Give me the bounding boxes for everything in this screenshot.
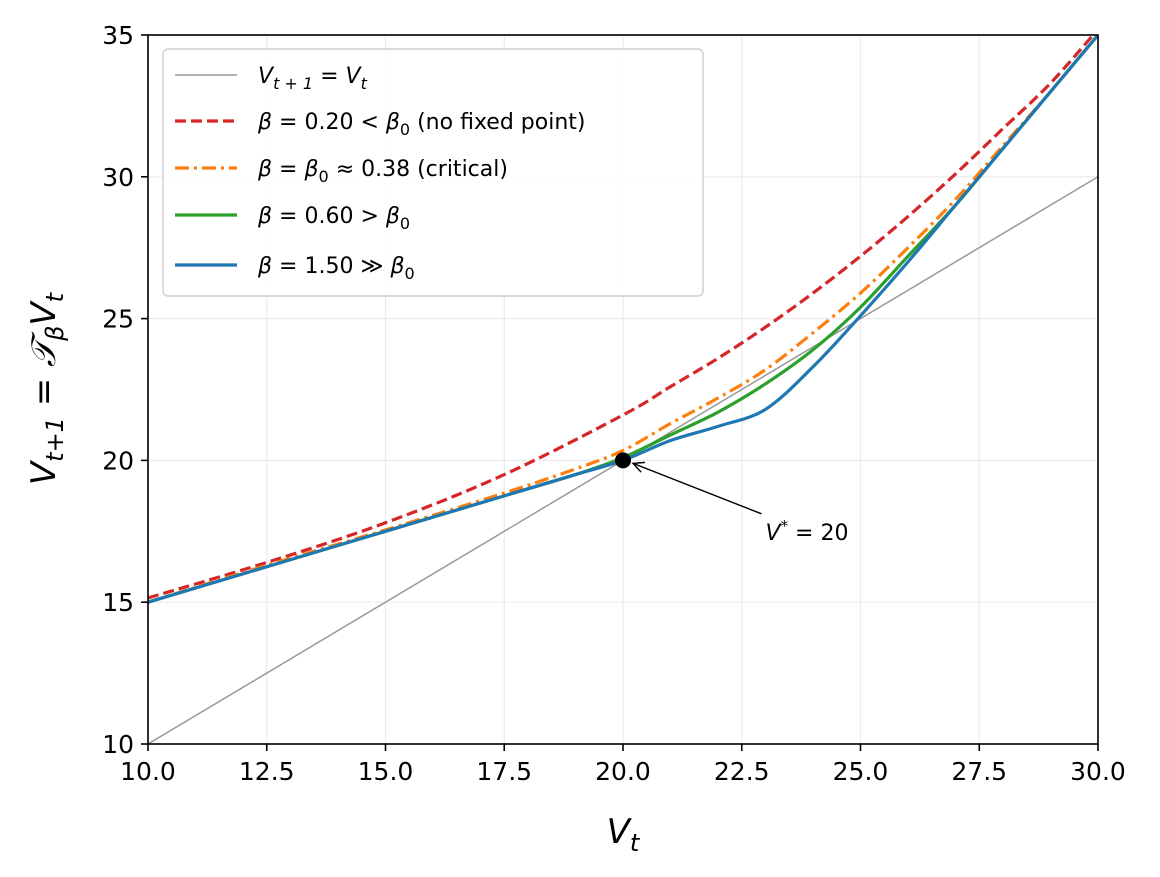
y-tick-label: 20 [102,446,134,475]
x-tick-label: 15.0 [358,757,414,786]
legend-label-beta-critical: β = β0 ≈ 0.38 (critical) [257,157,508,186]
x-tick-label: 10.0 [120,757,176,786]
fixed-point-annotation: V* = 20 [631,461,849,546]
annotation-arrow [632,462,762,515]
legend-entry-identity: Vt + 1 = Vt [175,64,368,93]
x-axis-title: Vt [607,812,641,857]
beta-020-curve [148,35,1096,600]
legend-label-beta-060: β = 0.60 > β0 [257,204,410,233]
legend-entry-beta-060: β = 0.60 > β0 [175,204,410,233]
legend-entry-beta-critical: β = β0 ≈ 0.38 (critical) [175,157,508,186]
legend-label-identity: Vt + 1 = Vt [258,64,368,93]
legend-entry-beta-020: β = 0.20 < β0 (no fixed point) [175,110,585,139]
annotation-label: V* = 20 [766,517,849,546]
y-axis-title: Vt+1 = 𝒯βVt [24,291,69,485]
legend-entry-beta-150: β = 1.50 ≫ β0 [175,254,415,283]
legend-label-beta-020: β = 0.20 < β0 (no fixed point) [257,110,585,139]
y-tick-label: 15 [102,588,134,617]
x-tick-label: 25.0 [833,757,889,786]
fixed-point-layer [615,452,631,469]
beta-150-curve [148,35,1098,604]
annotation-arrowhead [631,461,646,473]
legend: Vt + 1 = Vt β = 0.20 < β0 (no fixed poin… [162,48,704,297]
y-tick-label: 30 [102,163,134,192]
legend-label-beta-150: β = 1.50 ≫ β0 [257,254,415,283]
legend-box [162,48,704,297]
fixed-point-marker [615,452,631,469]
axes-ticks: 10.0 12.5 15.0 17.5 20.0 22.5 25.0 27.5 30.0 10 15… [102,21,1126,786]
x-tick-label: 20.0 [595,757,651,786]
x-tick-label: 12.5 [239,757,295,786]
x-tick-label: 30.0 [1070,757,1126,786]
y-tick-label: 35 [102,21,134,50]
x-tick-label: 17.5 [476,757,532,786]
y-tick-label: 25 [102,305,134,334]
x-tick-label: 22.5 [714,757,770,786]
y-tick-label: 10 [102,730,134,759]
x-tick-label: 27.5 [951,757,1007,786]
